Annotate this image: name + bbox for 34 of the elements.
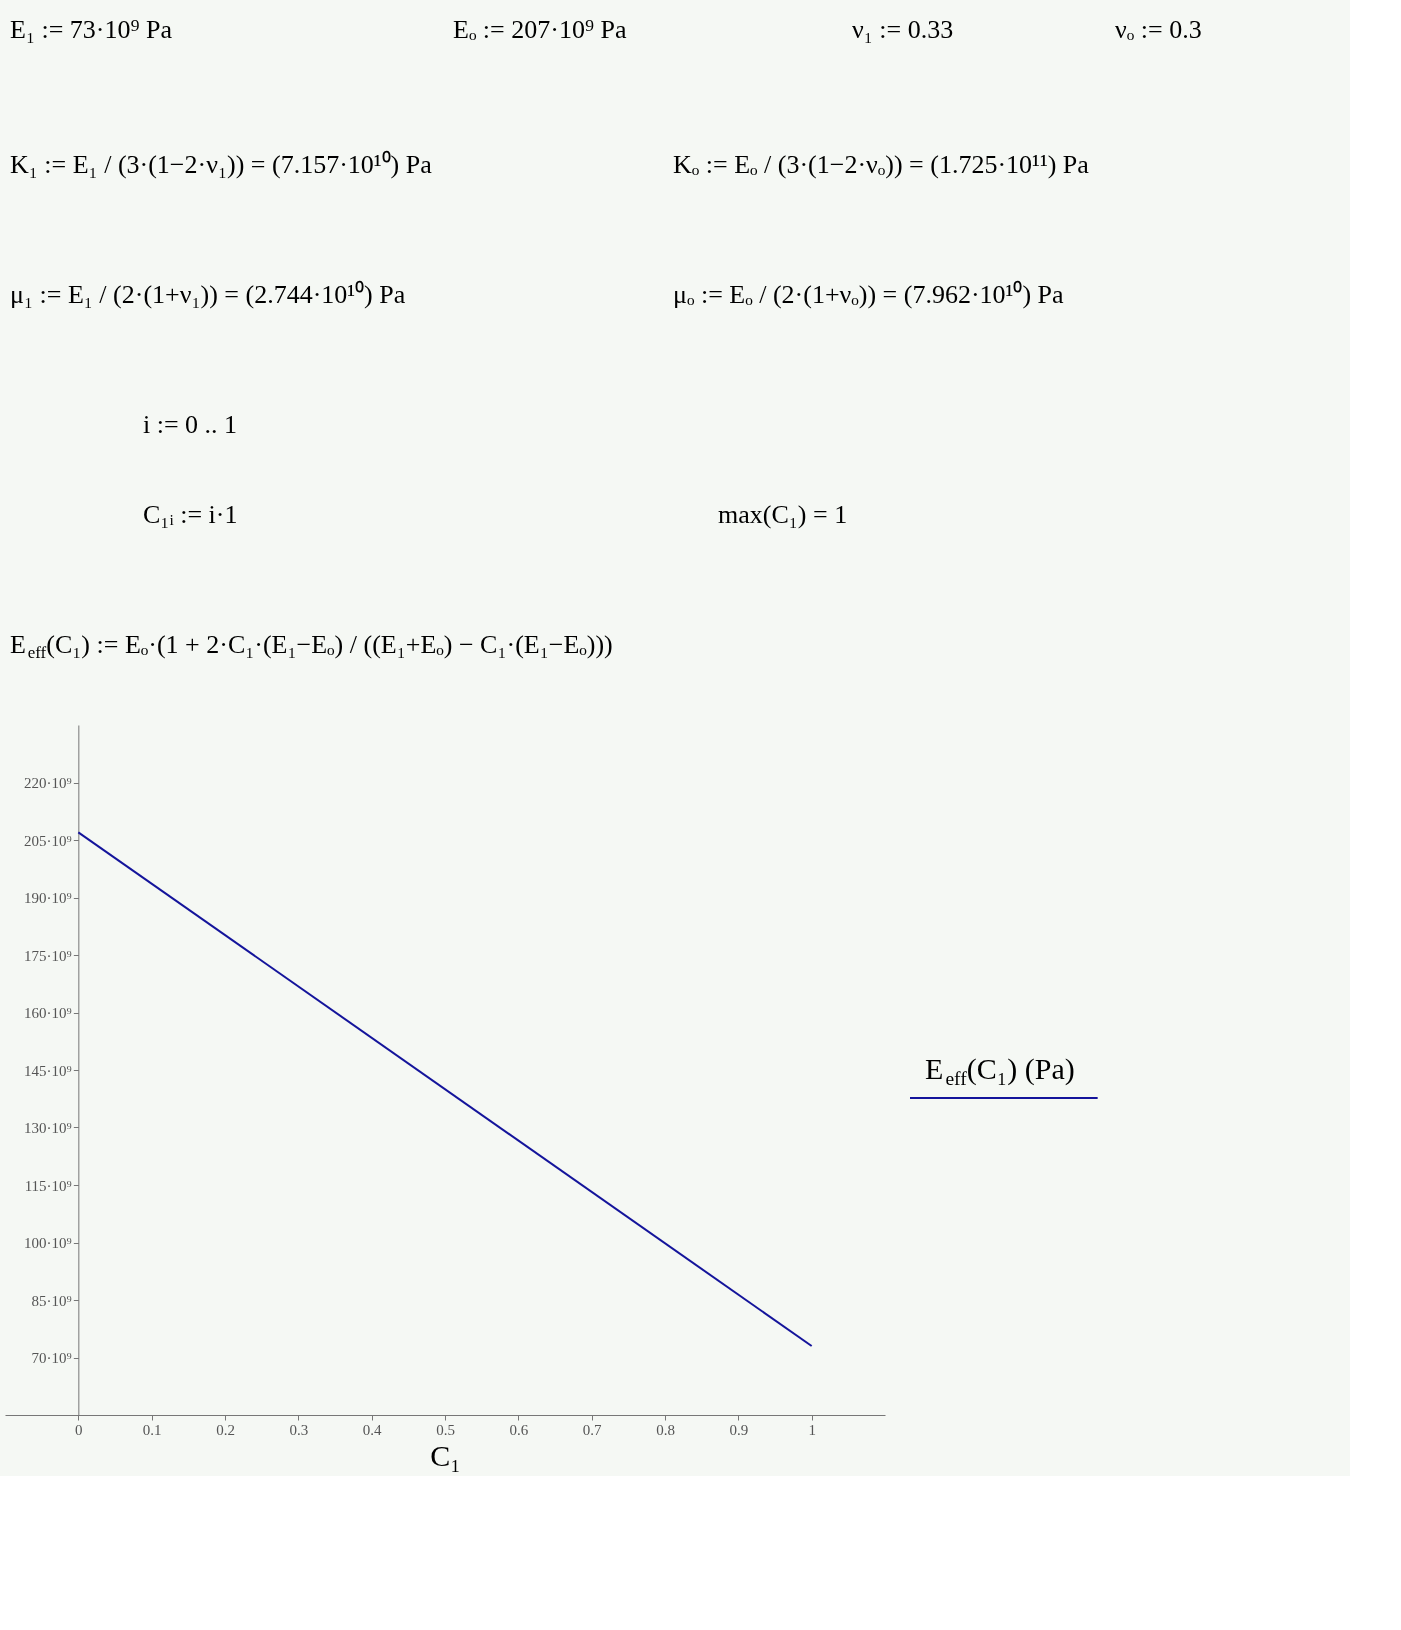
x-tick-label: 0.4 — [362, 1421, 383, 1438]
text: Kₒ := Eₒ / (3·(1−2·νₒ)) = (1.725·10¹¹) Pa — [673, 150, 1090, 179]
x-tick-label: 0.6 — [509, 1421, 529, 1438]
x-tick-label: 1 — [808, 1421, 816, 1438]
text: E₁ := 73·10⁹ Pa — [10, 15, 173, 44]
y-tick-label: 205·10⁹ — [24, 832, 72, 849]
x-tick-label: 0.5 — [436, 1421, 455, 1438]
y-tick-label: 145·10⁹ — [24, 1062, 72, 1079]
text: μ₁ := E₁ / (2·(1+ν₁)) = (2.744·10¹⁰) Pa — [10, 280, 406, 309]
y-tick-label: 115·10⁹ — [24, 1177, 72, 1194]
text: max(C₁) = 1 — [718, 500, 848, 529]
text: i := 0 .. 1 — [143, 410, 238, 439]
x-tick-label: 0.8 — [656, 1421, 675, 1438]
text: ν₁ := 0.33 — [852, 15, 954, 44]
text: νₒ := 0.3 — [1115, 15, 1202, 44]
x-tick-label: 0.2 — [216, 1421, 235, 1438]
text: C₁ᵢ := i·1 — [143, 500, 238, 529]
y-tick-label: 220·10⁹ — [24, 775, 72, 791]
x-tick-label: 0.3 — [289, 1421, 309, 1438]
x-tick-label: 0.7 — [582, 1421, 603, 1438]
text: Eₒ := 207·10⁹ Pa — [453, 15, 627, 44]
y-tick-label: 100·10⁹ — [24, 1235, 72, 1251]
x-tick-label: 0.9 — [729, 1421, 749, 1438]
y-tick-label: 160·10⁹ — [24, 1005, 72, 1021]
x-tick-label: 0 — [75, 1421, 83, 1438]
text: K₁ := E₁ / (3·(1−2·ν₁)) = (7.157·10¹⁰) Pa — [10, 150, 433, 179]
text: μₒ := Eₒ / (2·(1+νₒ)) = (7.962·10¹⁰) Pa — [673, 280, 1064, 309]
y-tick-label: 175·10⁹ — [24, 947, 72, 964]
y-tick-label: 70·10⁹ — [31, 1350, 72, 1366]
y-tick-label: 190·10⁹ — [24, 890, 72, 906]
y-tick-label: 85·10⁹ — [31, 1292, 72, 1309]
x-axis-title: C₁ — [430, 1438, 461, 1472]
y-tick-label: 130·10⁹ — [24, 1120, 72, 1136]
x-tick-label: 0.1 — [142, 1421, 162, 1438]
